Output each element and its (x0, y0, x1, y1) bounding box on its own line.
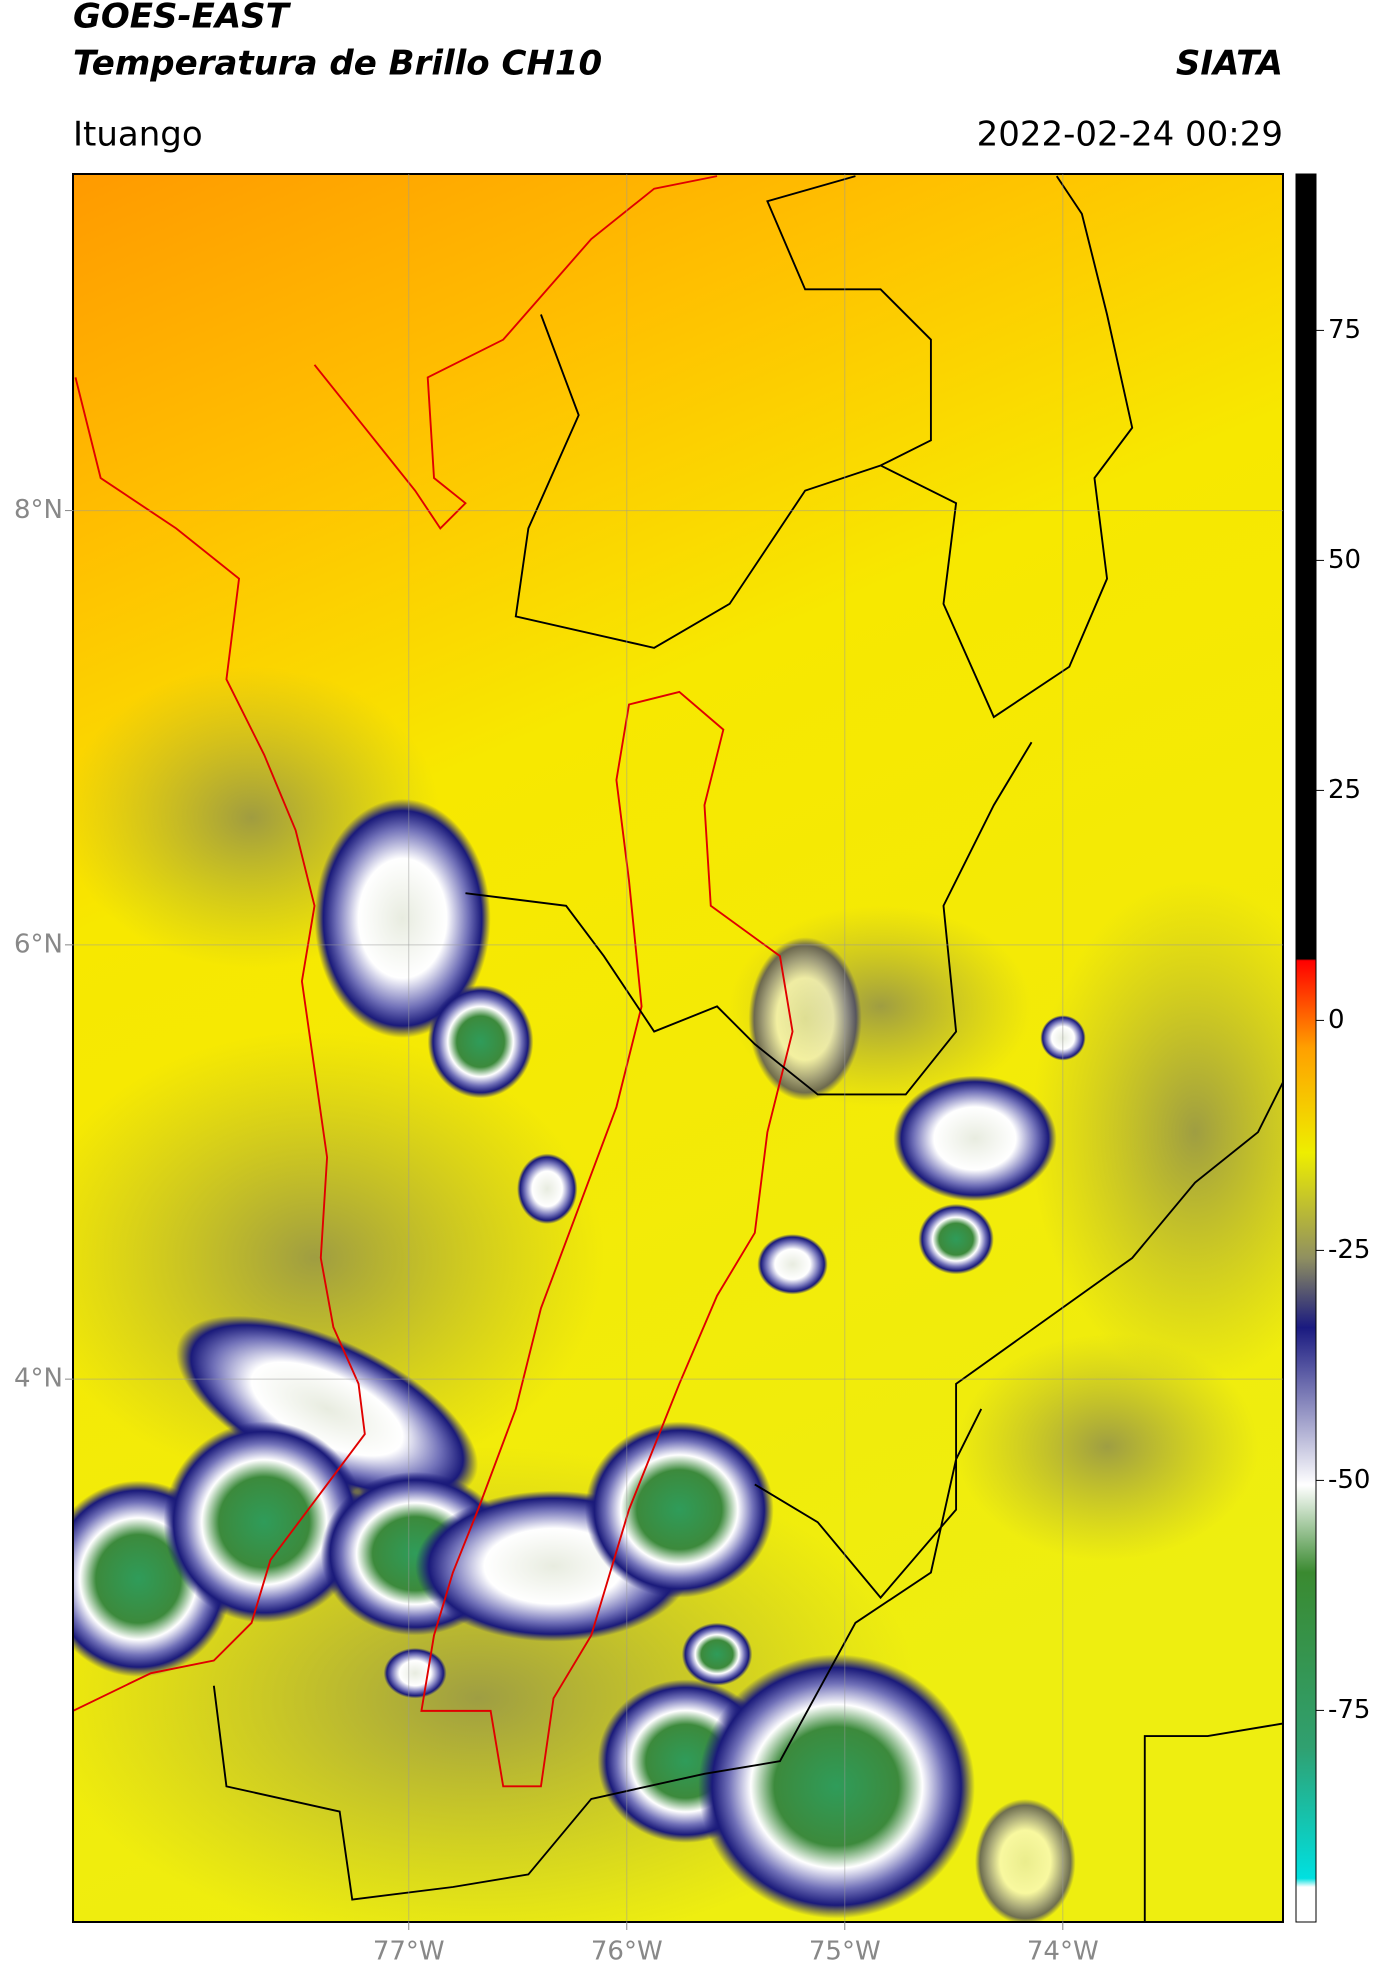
colorbar-tick-label: 25 (1328, 775, 1361, 805)
colorbar (1295, 173, 1317, 1923)
lat-tick-label: 4°N (14, 1364, 63, 1394)
boundaries (73, 175, 1283, 1922)
colorbar-tick-label: 75 (1328, 315, 1361, 345)
lon-tick-label: 74°W (1027, 1937, 1099, 1967)
satellite: GOES-EAST (73, 0, 292, 37)
product: Temperatura de Brillo CH10 (73, 44, 602, 84)
colorbar-tick-label: 50 (1328, 545, 1361, 575)
lon-tick-label: 75°W (809, 1937, 881, 1967)
colorbar-tick-label: -50 (1328, 1465, 1370, 1495)
map-frame (72, 173, 1284, 1923)
datetime: 2022-02-24 00:29 (977, 115, 1283, 155)
lon-tick-label: 77°W (373, 1937, 445, 1967)
source: SIATA (1176, 44, 1283, 84)
colorbar-tick-label: -75 (1328, 1695, 1370, 1725)
colorbar-tick-label: -25 (1328, 1235, 1370, 1265)
lat-tick-label: 8°N (14, 495, 63, 525)
lon-tick-label: 76°W (591, 1937, 663, 1967)
map-area (73, 174, 1283, 1922)
lat-tick-label: 6°N (14, 929, 63, 959)
region: Ituango (73, 115, 203, 155)
clouds (73, 666, 1283, 1922)
colorbar-tick-label: 0 (1328, 1005, 1345, 1035)
